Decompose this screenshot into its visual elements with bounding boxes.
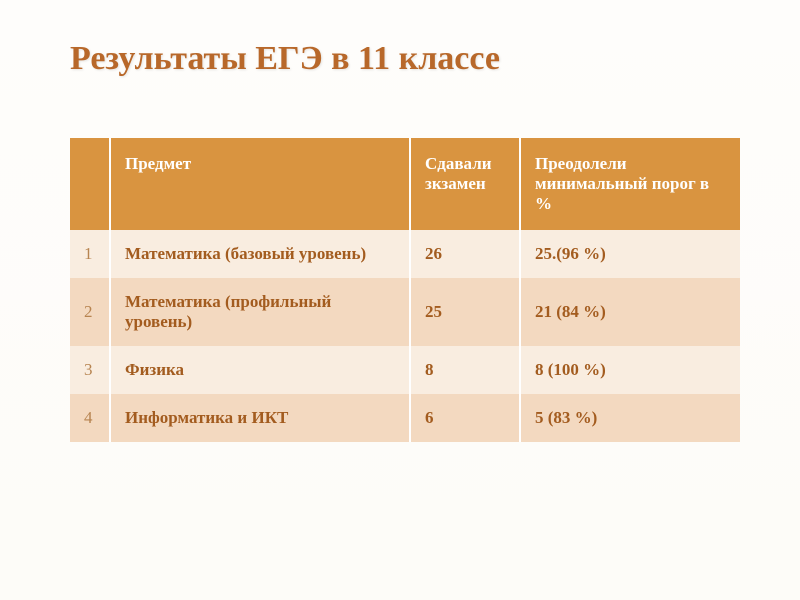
cell-passed: 8 (100 %) bbox=[520, 346, 740, 394]
cell-passed: 5 (83 %) bbox=[520, 394, 740, 442]
cell-subject: Информатика и ИКТ bbox=[110, 394, 410, 442]
results-table-container: Предмет Сдавали зкзамен Преодолели миним… bbox=[70, 138, 740, 442]
cell-took: 8 bbox=[410, 346, 520, 394]
header-num bbox=[70, 138, 110, 230]
cell-subject: Математика (профильный уровень) bbox=[110, 278, 410, 346]
header-took: Сдавали зкзамен bbox=[410, 138, 520, 230]
cell-num: 2 bbox=[70, 278, 110, 346]
slide-title: Результаты ЕГЭ в 11 классе bbox=[70, 40, 740, 78]
cell-subject: Физика bbox=[110, 346, 410, 394]
table-header: Предмет Сдавали зкзамен Преодолели миним… bbox=[70, 138, 740, 230]
cell-num: 3 bbox=[70, 346, 110, 394]
table-row: 4 Информатика и ИКТ 6 5 (83 %) bbox=[70, 394, 740, 442]
cell-passed: 25.(96 %) bbox=[520, 230, 740, 278]
cell-subject: Математика (базовый уровень) bbox=[110, 230, 410, 278]
results-table: Предмет Сдавали зкзамен Преодолели миним… bbox=[70, 138, 740, 442]
cell-took: 25 bbox=[410, 278, 520, 346]
table-row: 2 Математика (профильный уровень) 25 21 … bbox=[70, 278, 740, 346]
table-row: 1 Математика (базовый уровень) 26 25.(96… bbox=[70, 230, 740, 278]
cell-passed: 21 (84 %) bbox=[520, 278, 740, 346]
table-body: 1 Математика (базовый уровень) 26 25.(96… bbox=[70, 230, 740, 442]
slide-container: Результаты ЕГЭ в 11 классе Предмет Сдава… bbox=[0, 0, 800, 600]
cell-num: 1 bbox=[70, 230, 110, 278]
cell-took: 6 bbox=[410, 394, 520, 442]
cell-num: 4 bbox=[70, 394, 110, 442]
cell-took: 26 bbox=[410, 230, 520, 278]
header-row: Предмет Сдавали зкзамен Преодолели миним… bbox=[70, 138, 740, 230]
table-row: 3 Физика 8 8 (100 %) bbox=[70, 346, 740, 394]
header-subject: Предмет bbox=[110, 138, 410, 230]
header-passed: Преодолели минимальный порог в % bbox=[520, 138, 740, 230]
